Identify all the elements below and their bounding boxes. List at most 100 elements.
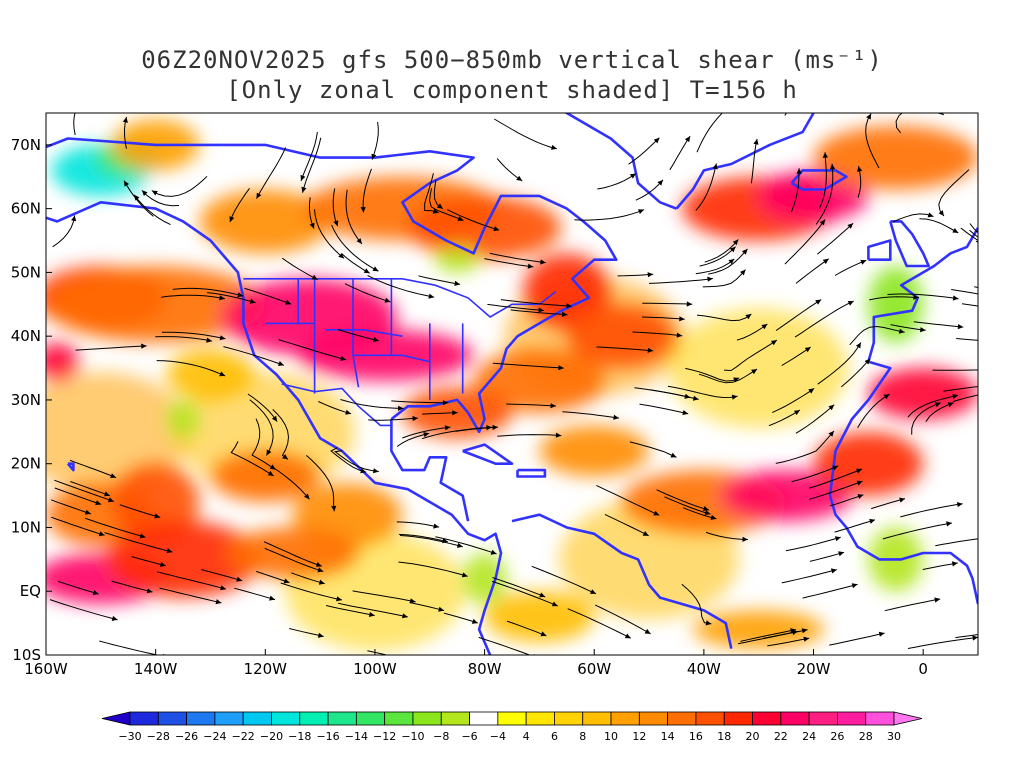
streamline bbox=[300, 132, 318, 182]
streamline bbox=[119, 504, 161, 518]
streamline bbox=[696, 113, 724, 153]
political-border bbox=[281, 383, 392, 427]
streamline bbox=[433, 179, 444, 210]
colorbar-label: −6 bbox=[461, 730, 477, 743]
streamline bbox=[617, 273, 654, 277]
shear-region bbox=[111, 463, 200, 541]
streamline bbox=[58, 580, 99, 595]
streamline bbox=[907, 394, 959, 418]
shear-region bbox=[166, 399, 200, 439]
streamline bbox=[935, 538, 978, 547]
streamline-arrow bbox=[456, 542, 463, 548]
streamline-arrow bbox=[676, 332, 683, 338]
streamline bbox=[781, 346, 811, 367]
colorbar-label: 14 bbox=[661, 730, 675, 743]
shear-region bbox=[199, 189, 332, 254]
colorbar-box bbox=[525, 711, 555, 726]
streamline-arrow bbox=[686, 301, 693, 307]
streamline-arrow bbox=[219, 295, 225, 301]
streamline-arrow bbox=[927, 212, 934, 218]
streamline-arrow bbox=[814, 85, 820, 90]
colorbar-label: −30 bbox=[118, 730, 141, 743]
streamline-arrow bbox=[452, 410, 458, 416]
streamline bbox=[230, 441, 274, 477]
streamline-arrow bbox=[790, 628, 796, 634]
streamline-arrow bbox=[372, 266, 379, 272]
streamline bbox=[352, 590, 416, 603]
streamline bbox=[919, 218, 959, 234]
shear-region bbox=[435, 246, 480, 273]
streamline bbox=[104, 532, 173, 553]
streamline bbox=[890, 324, 926, 331]
colorbar-label: −26 bbox=[175, 730, 198, 743]
shear-region bbox=[868, 368, 978, 420]
streamline bbox=[635, 179, 664, 201]
shear-region bbox=[473, 348, 606, 413]
streamline bbox=[767, 637, 810, 647]
streamline-arrow bbox=[336, 596, 342, 602]
streamline-arrow bbox=[728, 258, 735, 265]
streamline-arrow bbox=[952, 228, 959, 233]
streamline-arrow bbox=[266, 449, 272, 456]
x-tick-label: 20W bbox=[797, 660, 831, 678]
streamline-arrow bbox=[679, 316, 685, 322]
x-tick-label: 40W bbox=[687, 660, 721, 678]
streamline bbox=[768, 409, 801, 427]
streamline bbox=[223, 346, 285, 366]
streamline bbox=[960, 227, 978, 241]
streamline bbox=[398, 533, 449, 543]
streamline-arrow bbox=[642, 531, 649, 536]
shear-region bbox=[166, 348, 255, 400]
coastline bbox=[46, 137, 618, 434]
streamline-arrow bbox=[753, 139, 759, 145]
streamline-arrow bbox=[444, 425, 451, 431]
streamline-arrow bbox=[647, 272, 654, 278]
streamline-arrow bbox=[860, 259, 867, 265]
streamline-arrow bbox=[951, 561, 958, 567]
streamline bbox=[815, 163, 834, 225]
streamline bbox=[331, 224, 379, 272]
colorbar-label: −14 bbox=[345, 730, 368, 743]
colorbar-label: −28 bbox=[147, 730, 170, 743]
streamline-arrow bbox=[538, 307, 544, 313]
streamline bbox=[172, 287, 244, 297]
streamline-arrow bbox=[436, 203, 443, 209]
streamline-arrow bbox=[657, 179, 663, 186]
streamline-arrow bbox=[707, 276, 713, 282]
x-tick-label: 140W bbox=[134, 660, 178, 678]
streamline-arrow bbox=[471, 618, 478, 624]
streamline-arrow bbox=[629, 173, 636, 179]
streamline-arrow bbox=[624, 633, 631, 639]
streamline bbox=[642, 302, 693, 305]
streamline-arrow bbox=[866, 113, 872, 120]
streamline-arrow bbox=[946, 521, 952, 527]
streamline bbox=[484, 258, 534, 268]
streamline-arrow bbox=[732, 239, 739, 246]
coastline bbox=[867, 227, 978, 363]
streamline-arrow bbox=[913, 294, 919, 300]
streamline-arrow bbox=[710, 514, 717, 520]
streamline bbox=[251, 418, 276, 471]
streamline bbox=[884, 598, 941, 612]
streamline bbox=[340, 399, 404, 409]
streamline-arrow bbox=[856, 480, 863, 486]
colorbar-label: 24 bbox=[802, 730, 816, 743]
streamline bbox=[632, 331, 683, 337]
streamline-arrow bbox=[345, 409, 352, 415]
streamline-arrow bbox=[834, 536, 841, 542]
streamline bbox=[925, 402, 954, 422]
streamline-arrow bbox=[122, 117, 128, 123]
shear-region bbox=[210, 450, 321, 502]
streamline-arrow bbox=[540, 631, 547, 637]
coastline bbox=[516, 468, 547, 478]
streamline-arrow bbox=[830, 568, 837, 574]
streamline bbox=[49, 599, 118, 621]
streamline-arrow bbox=[159, 561, 166, 567]
streamline-arrow bbox=[461, 572, 468, 578]
streamline bbox=[506, 620, 547, 637]
streamline bbox=[73, 113, 76, 136]
streamline bbox=[682, 507, 717, 520]
streamline-arrow bbox=[438, 606, 444, 612]
streamline bbox=[330, 447, 367, 473]
streamline bbox=[882, 522, 952, 540]
